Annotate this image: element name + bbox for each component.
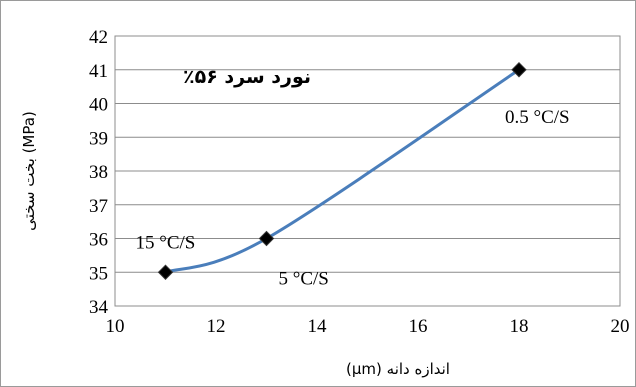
y-tick-labels: 34 35 36 37 38 39 40 41 42 <box>89 27 109 318</box>
x-tick-labels: 10 12 14 16 18 20 <box>106 316 630 337</box>
data-point-marker <box>511 62 527 78</box>
y-tick-label: 35 <box>89 263 108 284</box>
x-tick-label: 14 <box>308 316 328 337</box>
y-tick-label: 41 <box>89 61 108 82</box>
plot-area <box>114 35 621 307</box>
y-tick-label: 38 <box>89 162 108 183</box>
x-tick-label: 10 <box>106 316 125 337</box>
data-point-marker <box>157 264 174 280</box>
y-tick-label: 37 <box>89 196 108 217</box>
data-point-label: 0.5 °C/S <box>505 107 570 128</box>
y-tick-label: 34 <box>89 297 109 318</box>
data-markers <box>157 62 527 280</box>
x-tick-label: 16 <box>409 316 428 337</box>
y-tick-label: 42 <box>89 27 108 48</box>
x-axis-label: اندازه دانه (μm) <box>346 360 450 378</box>
data-point-marker <box>258 230 275 247</box>
y-tick-label: 40 <box>89 95 108 116</box>
data-point-label: 5 °C/S <box>279 269 329 290</box>
x-tick-label: 20 <box>611 316 630 337</box>
x-tick-label: 12 <box>207 316 226 337</box>
y-axis-label: (MPa) بخت سختی <box>20 111 38 231</box>
series-line <box>164 68 521 274</box>
y-tick-label: 36 <box>89 230 108 251</box>
data-labels: 15 °C/S 5 °C/S 0.5 °C/S <box>136 107 570 290</box>
chart-title: نورد سرد ۵۶٪ <box>183 66 311 88</box>
data-point-label: 15 °C/S <box>136 232 196 253</box>
x-tick-label: 18 <box>510 316 529 337</box>
y-tick-label: 39 <box>89 128 108 149</box>
